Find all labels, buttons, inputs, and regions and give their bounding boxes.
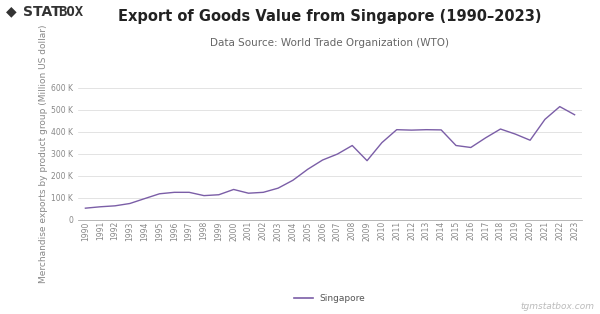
Text: Data Source: World Trade Organization (WTO): Data Source: World Trade Organization (W… (211, 38, 449, 48)
Text: tgmstatbox.com: tgmstatbox.com (520, 302, 594, 311)
Text: BOX: BOX (58, 5, 83, 19)
Text: ◆: ◆ (6, 5, 17, 19)
Legend: Singapore: Singapore (291, 290, 369, 306)
Text: Export of Goods Value from Singapore (1990–2023): Export of Goods Value from Singapore (19… (118, 9, 542, 24)
Text: STAT: STAT (23, 5, 61, 19)
Y-axis label: Merchandise exports by product group (Million US dollar): Merchandise exports by product group (Mi… (40, 24, 49, 283)
